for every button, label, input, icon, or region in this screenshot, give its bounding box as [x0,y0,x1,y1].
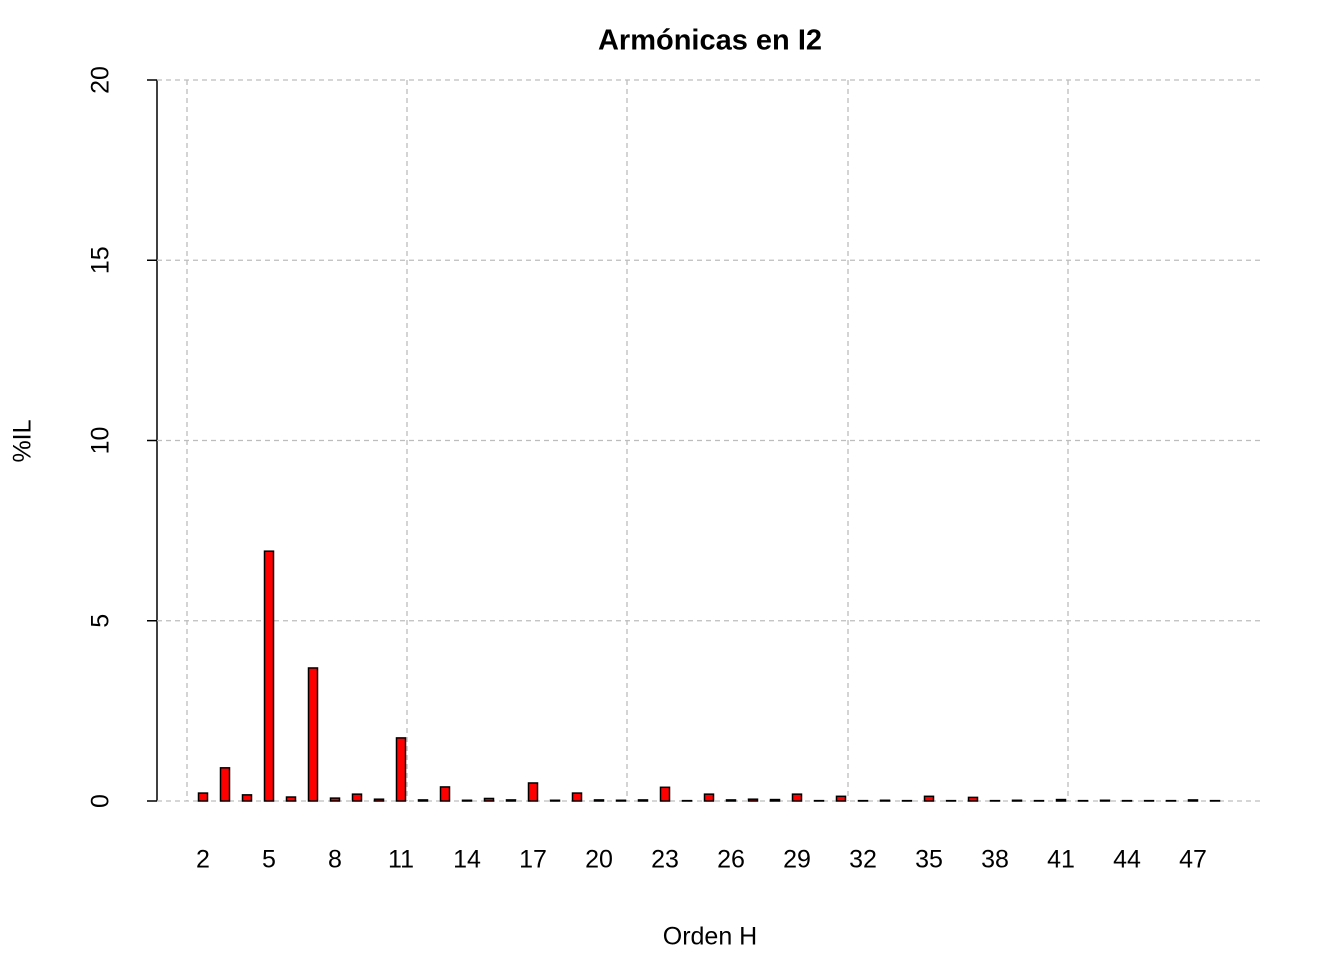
bar [1189,800,1198,801]
bar [727,800,736,801]
y-tick-label: 20 [87,66,115,94]
bar [551,800,560,801]
x-tick-label: 20 [585,846,613,874]
bar [199,793,208,801]
x-tick-label: 23 [651,846,679,874]
bar [595,800,604,801]
bar [617,800,626,801]
x-tick-label: 29 [783,846,811,874]
x-tick-label: 35 [915,846,943,874]
bar [1013,800,1022,801]
y-axis-label: %IL [9,419,37,462]
bar [639,800,648,801]
x-tick-label: 17 [519,846,547,874]
bar [1057,800,1066,801]
y-tick-label: 5 [87,614,115,628]
x-tick-label: 47 [1179,846,1207,874]
bar [573,793,582,801]
bar [793,794,802,801]
x-tick-label: 26 [717,846,745,874]
bar [375,799,384,801]
chart-title: Armónicas en I2 [598,25,822,57]
x-tick-label: 38 [981,846,1009,874]
bar [925,796,934,801]
bar [881,800,890,801]
bar [507,800,516,801]
bar [287,797,296,801]
x-tick-label: 44 [1113,846,1141,874]
y-tick-label: 15 [87,246,115,274]
bar [837,796,846,801]
bar [463,800,472,801]
bar [1101,800,1110,801]
bar [771,800,780,801]
bar [441,787,450,801]
x-tick-label: 5 [262,846,276,874]
x-tick-label: 41 [1047,846,1075,874]
bar [485,798,494,801]
y-tick-label: 0 [87,794,115,808]
bar [419,800,428,801]
bar [243,795,252,801]
bar [969,797,978,801]
x-tick-label: 11 [388,846,414,874]
x-tick-label: 14 [453,846,481,874]
bar [265,551,274,801]
bar [331,798,340,801]
x-tick-label: 32 [849,846,877,874]
bar [529,783,538,801]
bar [749,799,758,801]
bar [353,794,362,801]
bar [397,738,406,801]
bar [661,787,670,801]
y-tick-label: 10 [87,427,115,455]
x-tick-label: 8 [328,846,342,874]
bar [221,768,230,801]
bar [705,794,714,801]
x-tick-label: 2 [196,846,210,874]
x-axis-label: Orden H [663,923,757,951]
bar [309,668,318,801]
